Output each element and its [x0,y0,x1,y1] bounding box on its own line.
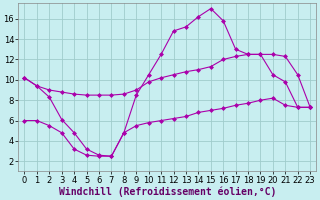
X-axis label: Windchill (Refroidissement éolien,°C): Windchill (Refroidissement éolien,°C) [59,186,276,197]
